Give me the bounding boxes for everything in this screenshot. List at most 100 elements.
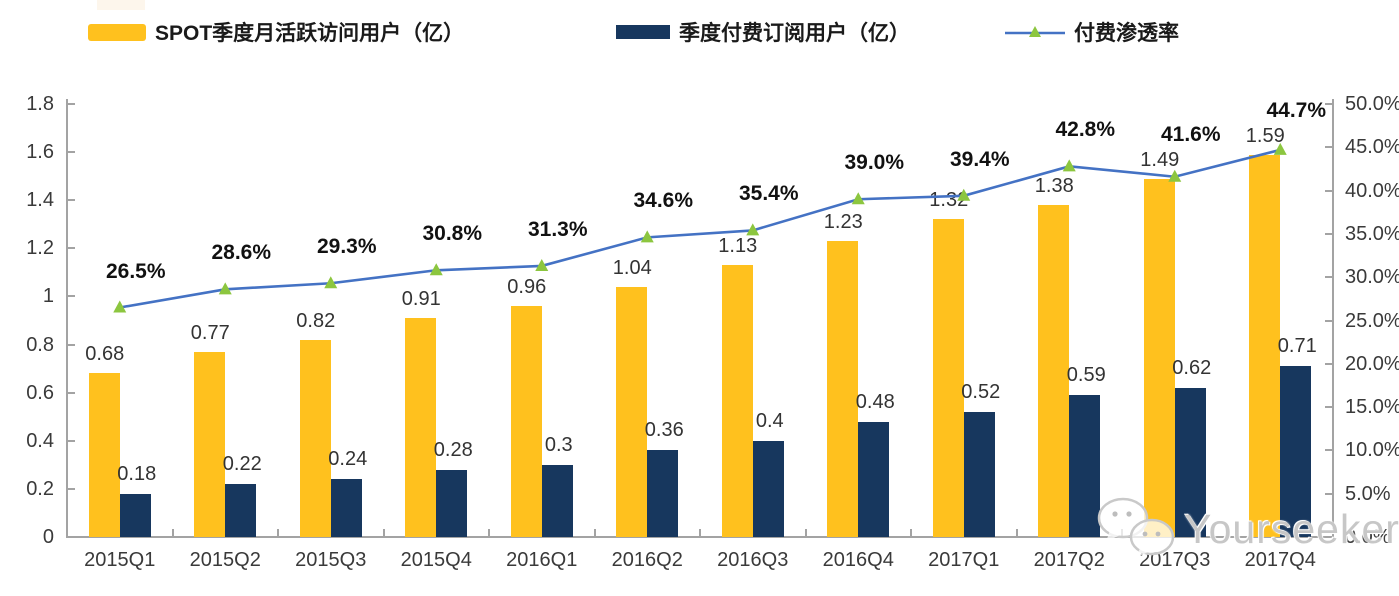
y-axis-right-label: 10.0% [1345,439,1399,462]
penetration-label: 35.4% [738,182,799,206]
x-axis-tick [1332,529,1334,536]
bar-subs [436,469,468,537]
y-axis-right-tick [1325,492,1332,495]
triangle-marker-icon [218,282,232,295]
y-axis-left-tick [68,247,75,250]
subs-value-label: 0.48 [855,390,895,413]
penetration-label: 29.3% [316,235,377,259]
y-axis-left-tick [68,439,75,442]
penetration-label: 30.8% [422,222,483,246]
subs-value-label: 0.71 [1277,335,1317,358]
x-axis-label: 2015Q1 [84,549,156,571]
y-axis-right-label: 40.0% [1345,179,1399,202]
penetration-label: 34.6% [633,189,694,213]
x-axis-tick [593,529,596,536]
y-axis-right-tick [1325,276,1332,279]
x-axis-label: 2017Q1 [928,549,1000,571]
mau-value-label: 1.49 [1140,148,1180,171]
y-axis-left-label: 0.6 [26,381,54,404]
bar-mau [616,286,648,537]
subs-value-label: 0.3 [544,433,573,456]
mau-value-label: 0.82 [296,309,336,332]
x-axis-tick [488,529,490,536]
legend-item-mau: SPOT季度月活跃访问用户（亿） [88,16,464,48]
bar-mau [405,318,437,537]
penetration-label: 39.0% [844,151,905,175]
penetration-label: 39.4% [949,147,1010,171]
subs-value-label: 0.22 [222,453,262,476]
x-axis-tick [1015,529,1018,536]
subs-swatch-icon [616,25,670,39]
bar-mau [721,265,753,537]
y-axis-right-tick [1325,362,1332,365]
bar-mau [1249,154,1281,537]
y-axis-right-label: 25.0% [1345,309,1399,332]
x-axis-tick [382,529,385,536]
triangle-marker-icon [1062,159,1076,172]
y-axis-right-label: 30.0% [1345,266,1399,289]
penetration-label: 28.6% [211,241,272,265]
penetration-label: 31.3% [527,217,588,241]
y-axis-right-label: 45.0% [1345,136,1399,159]
x-axis-tick [804,529,807,536]
mau-value-label: 0.96 [507,276,547,299]
bar-mau [1038,205,1070,537]
bar-subs [1280,366,1312,537]
line-marker-sample-icon [1005,24,1065,40]
mau-value-label: 1.13 [718,235,758,258]
x-axis-label: 2017Q4 [1244,549,1316,571]
y-axis-right-tick [1325,232,1332,235]
y-axis-left-tick [68,199,75,202]
y-axis-left-label: 0.4 [26,429,54,452]
bar-mau [194,351,226,537]
y-axis-left-tick [68,103,75,105]
mau-swatch-icon [88,23,146,41]
bar-mau [932,219,964,537]
bar-subs [963,411,995,537]
watermark-text: Yourseeker [1184,505,1399,552]
bar-subs [541,464,573,537]
mau-value-label: 1.59 [1245,124,1285,147]
bar-mau [510,306,542,537]
bar-subs [330,479,362,537]
bar-mau [299,339,331,537]
y-axis-left-tick [68,151,75,154]
legend-label-mau: SPOT季度月活跃访问用户（亿） [155,22,465,45]
x-axis-label: 2016Q4 [822,549,894,571]
x-axis-tick [66,529,68,536]
y-axis-right-tick [1325,146,1332,149]
mau-value-label: 0.91 [401,288,441,311]
mau-value-label: 0.77 [190,321,230,344]
triangle-marker-icon [640,230,654,243]
legend-label-penetration: 付费渗透率 [1074,22,1179,45]
watermark: Yourseeker [1096,496,1399,562]
subs-value-label: 0.59 [1066,364,1106,387]
bar-mau [1143,178,1175,537]
triangle-marker-icon [535,258,549,271]
bar-subs [119,493,151,537]
subs-value-label: 0.18 [117,462,157,485]
y-axis-left-label: 1.4 [26,189,54,212]
legend-item-penetration: 付费渗透率 [1005,16,1179,48]
y-axis-left-tick [68,343,75,346]
y-axis-left-label: 1.6 [26,141,54,164]
y-axis-left-label: 1.8 [26,93,54,115]
triangle-marker-icon [851,192,865,205]
triangle-marker-icon [113,300,127,313]
bar-subs [1174,387,1206,537]
bar-mau [827,241,859,537]
x-axis-tick [910,529,912,536]
penetration-label: 41.6% [1160,122,1221,146]
y-axis-left-tick [68,295,75,298]
bar-subs [225,484,257,537]
bar-subs [858,421,890,537]
x-axis-label: 2016Q2 [611,549,683,571]
triangle-marker-icon [429,263,443,276]
penetration-label: 26.5% [105,259,166,283]
triangle-marker-icon [324,276,338,289]
y-axis-right-label: 15.0% [1345,396,1399,419]
x-axis-tick [171,529,174,536]
penetration-label: 44.7% [1266,98,1327,122]
mau-value-label: 1.32 [929,189,969,212]
